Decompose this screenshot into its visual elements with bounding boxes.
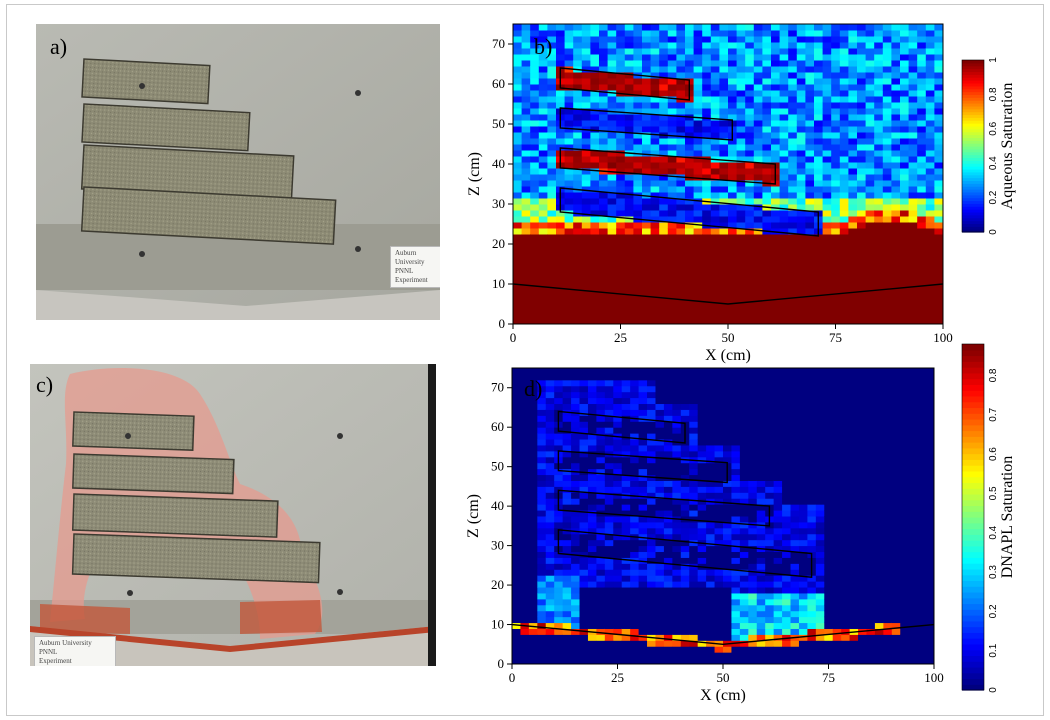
label-line: Experiment [395, 276, 428, 284]
photo-label-c: Auburn University PNNL Experiment [34, 636, 116, 666]
label-line: PNNL [395, 267, 414, 275]
panel-c-letter: c) [36, 372, 54, 397]
panel-c-photo: Auburn University PNNL Experiment [30, 364, 436, 666]
panel-a-photo-drawing [36, 24, 440, 320]
photo-label-a: Auburn University PNNL Experiment [390, 246, 440, 288]
label-line: Auburn University [395, 249, 425, 266]
label-line: PNNL [39, 648, 58, 656]
panel-c-photo-drawing [30, 364, 436, 666]
label-line: Auburn University [39, 639, 92, 647]
panel-a-letter: a) [50, 34, 68, 59]
panel-a-photo: Auburn University PNNL Experiment [36, 24, 440, 320]
label-line: Experiment [39, 657, 72, 665]
